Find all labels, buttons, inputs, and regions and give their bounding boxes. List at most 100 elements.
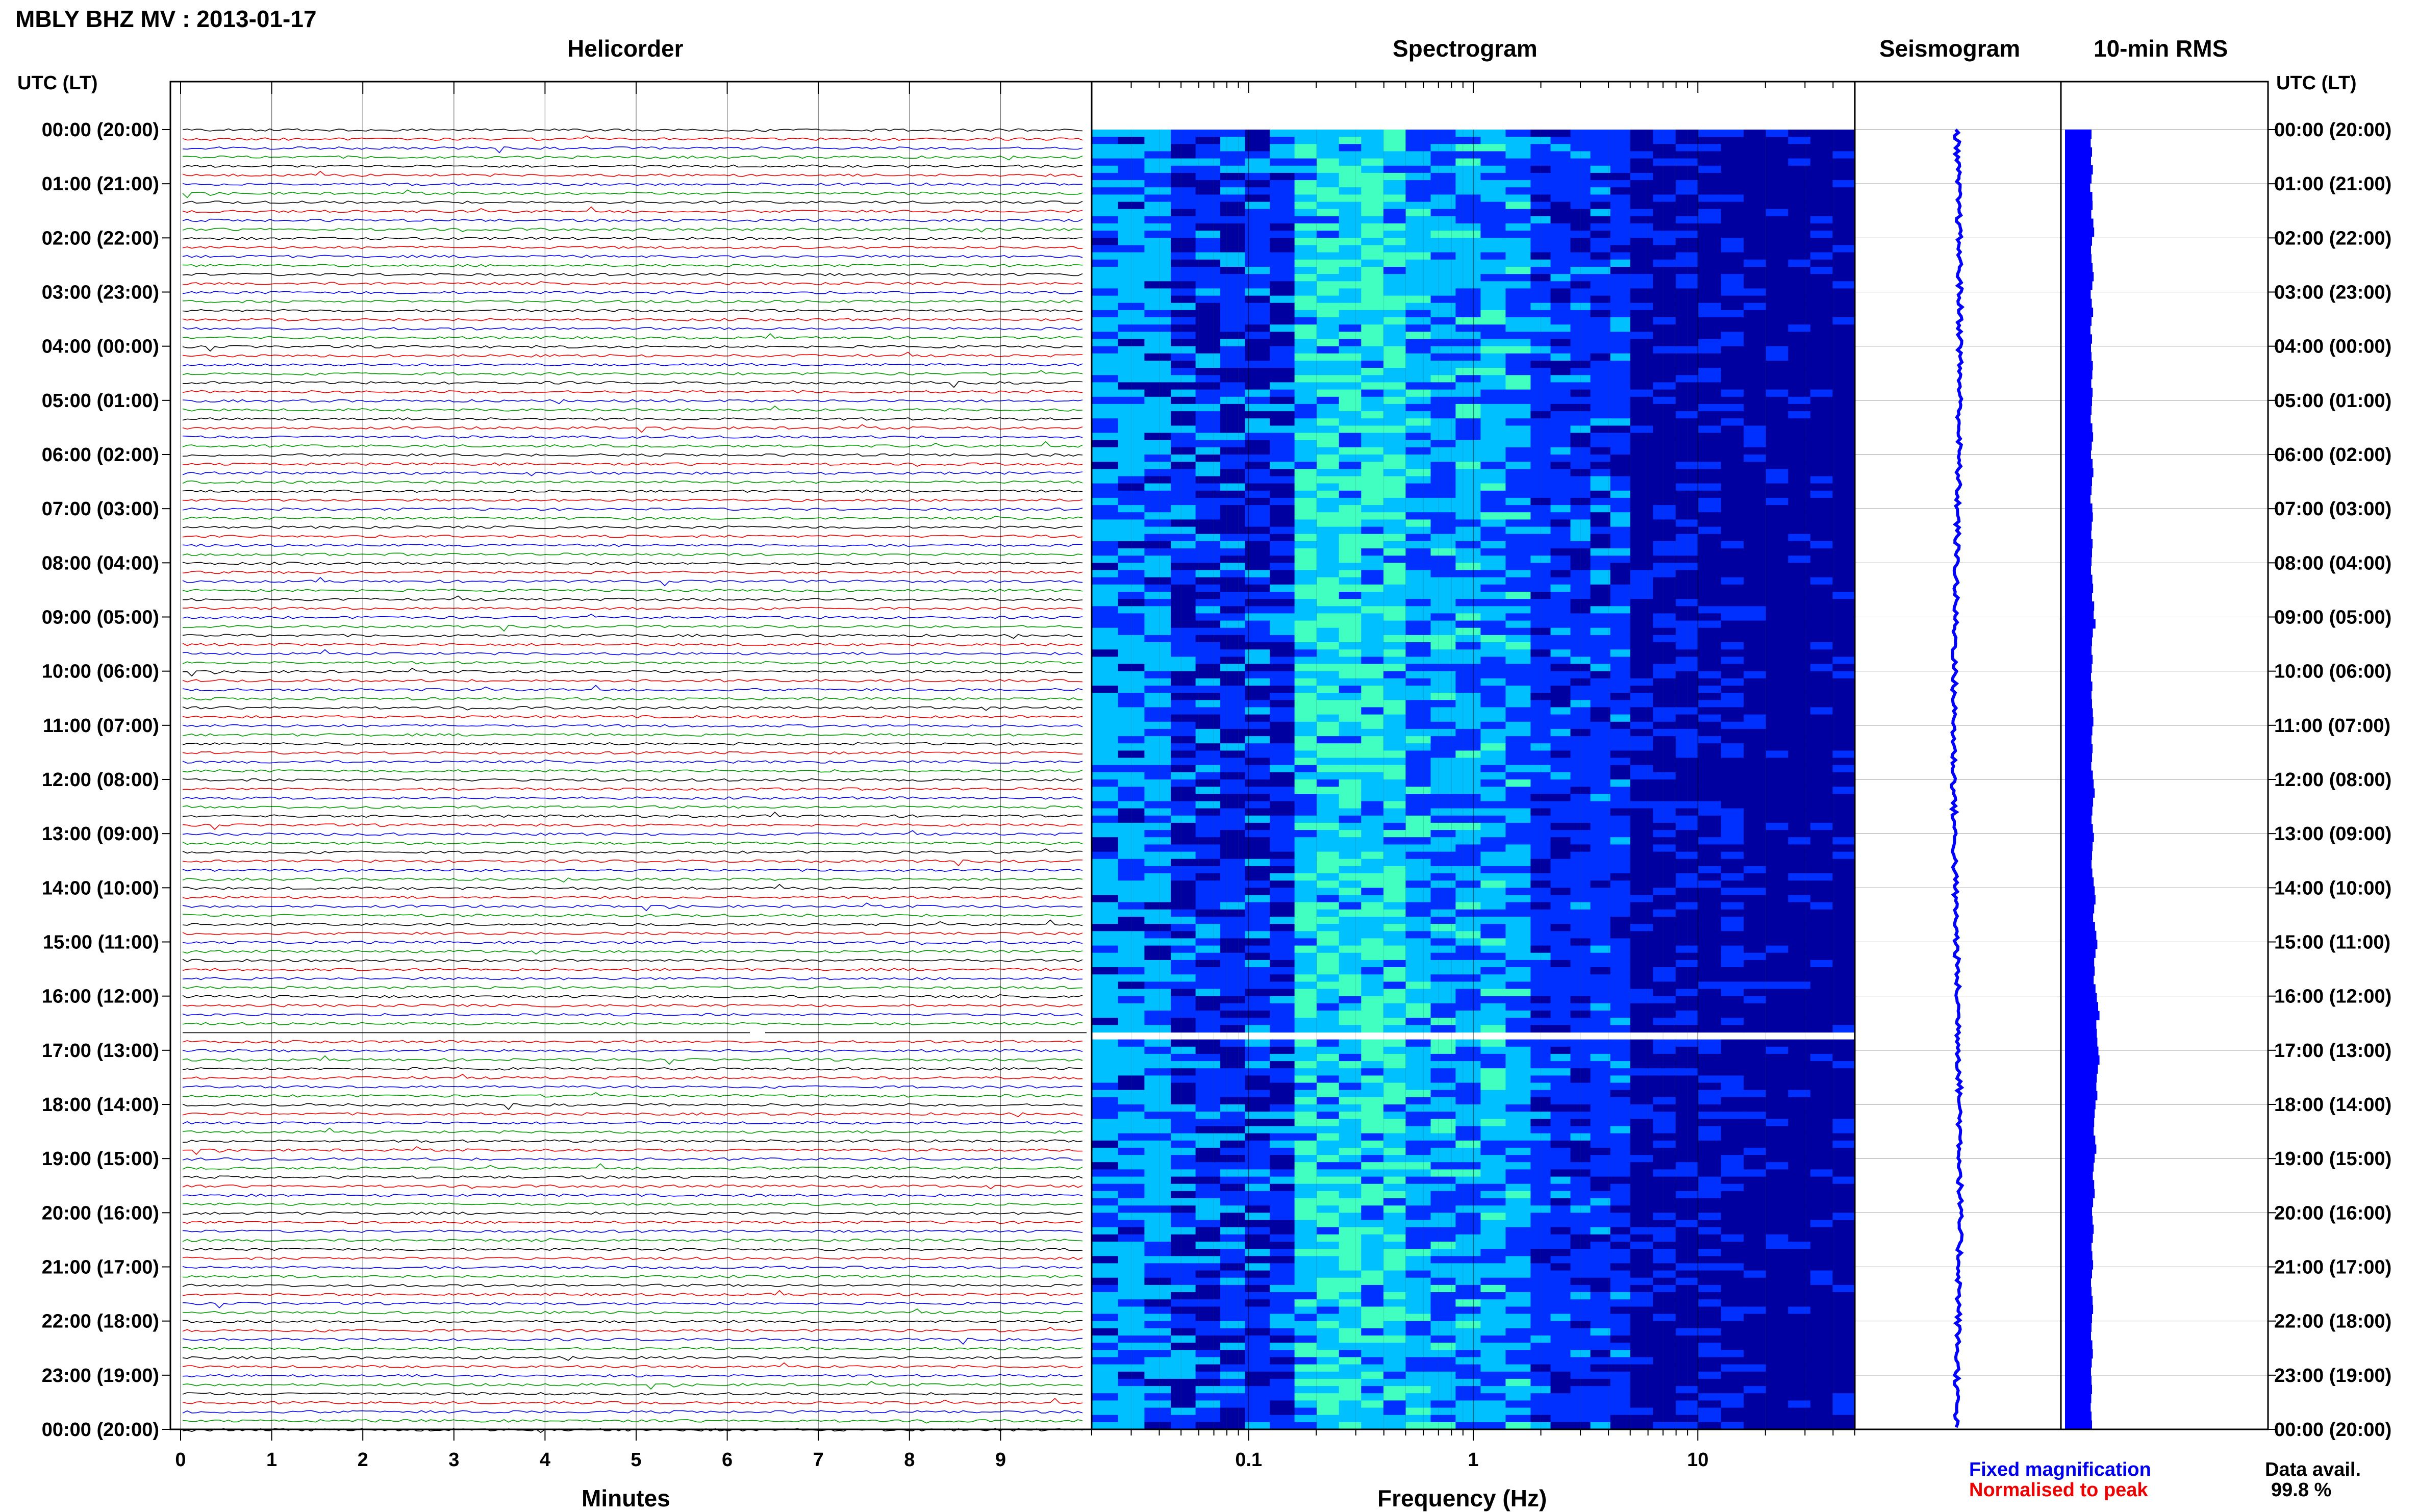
spectrogram-cell bbox=[1455, 728, 1481, 737]
spectrogram-cell bbox=[1630, 368, 1653, 375]
spectrogram-cell bbox=[1832, 635, 1855, 643]
spectrogram-cell bbox=[1195, 642, 1221, 650]
spectrogram-cell bbox=[1832, 859, 1855, 867]
spectrogram-cell bbox=[1766, 808, 1789, 816]
spectrogram-cell bbox=[1270, 252, 1295, 260]
spectrogram-cell bbox=[1610, 144, 1631, 152]
spectrogram-cell bbox=[1530, 1133, 1551, 1141]
spectrogram-cell bbox=[1590, 671, 1611, 679]
spectrogram-cell bbox=[1455, 130, 1481, 137]
spectrogram-cell bbox=[1675, 822, 1699, 830]
spectrogram-cell bbox=[1721, 801, 1744, 809]
spectrogram-cell bbox=[1339, 851, 1362, 860]
spectrogram-cell bbox=[1766, 165, 1789, 173]
spectrogram-cell bbox=[1550, 1061, 1571, 1069]
spectrogram-cell bbox=[1455, 259, 1481, 267]
spectrogram-cell bbox=[1832, 1011, 1855, 1018]
spectrogram-cell bbox=[1092, 1176, 1119, 1185]
spectrogram-cell bbox=[1195, 779, 1221, 787]
spectrogram-cell bbox=[1653, 1025, 1676, 1033]
spectrogram-cell bbox=[1610, 425, 1631, 434]
spectrogram-cell bbox=[1245, 649, 1270, 657]
spectrogram-cell bbox=[1294, 996, 1317, 1004]
spectrogram-cell bbox=[1550, 801, 1571, 809]
spectrogram-cell bbox=[1675, 295, 1699, 304]
spectrogram-cell bbox=[1766, 642, 1789, 650]
spectrogram-cell bbox=[1610, 945, 1631, 953]
spectrogram-cell bbox=[1430, 526, 1456, 535]
spectrogram-cell bbox=[1550, 822, 1571, 830]
spectrogram-cell bbox=[1144, 1082, 1171, 1091]
spectrogram-cell bbox=[1430, 895, 1456, 903]
spectrogram-cell bbox=[1383, 332, 1406, 340]
spectrogram-cell bbox=[1653, 635, 1676, 643]
spectrogram-cell bbox=[1550, 1147, 1571, 1155]
spectrogram-cell bbox=[1171, 880, 1196, 888]
spectrogram-cell bbox=[1550, 194, 1571, 203]
spectrogram-cell bbox=[1832, 642, 1855, 650]
spectrogram-cell bbox=[1744, 534, 1767, 542]
spectrogram-cell bbox=[1361, 635, 1384, 643]
spectrogram-cell bbox=[1339, 512, 1362, 520]
spectrogram-cell bbox=[1610, 433, 1631, 441]
spectrogram-cell bbox=[1810, 895, 1833, 903]
spectrogram-cell bbox=[1339, 671, 1362, 679]
spectrogram-cell bbox=[1118, 599, 1145, 607]
spectrogram-cell bbox=[1480, 389, 1506, 397]
spectrogram-cell bbox=[1721, 880, 1744, 888]
spectrogram-cell bbox=[1171, 1075, 1196, 1083]
spectrogram-cell bbox=[1294, 411, 1317, 419]
spectrogram-cell bbox=[1698, 469, 1722, 477]
spectrogram-cell bbox=[1570, 288, 1591, 296]
spectrogram-cell bbox=[1610, 801, 1631, 809]
spectrogram-cell bbox=[1383, 534, 1406, 542]
spectrogram-cell bbox=[1317, 584, 1340, 592]
spectrogram-cell bbox=[1430, 404, 1456, 412]
spectrogram-cell bbox=[1675, 599, 1699, 607]
spectrogram-cell bbox=[1294, 1018, 1317, 1025]
spectrogram-cell bbox=[1480, 1068, 1506, 1076]
spectrogram-cell bbox=[1810, 1018, 1833, 1025]
spectrogram-cell bbox=[1455, 548, 1481, 556]
spectrogram-cell bbox=[1570, 801, 1591, 809]
spectrogram-cell bbox=[1505, 1082, 1531, 1091]
spectrogram-cell bbox=[1505, 1140, 1531, 1148]
spectrogram-cell bbox=[1550, 563, 1571, 571]
spectrogram-cell bbox=[1766, 880, 1789, 888]
spectrogram-cell bbox=[1383, 346, 1406, 354]
spectrogram-cell bbox=[1092, 1068, 1119, 1076]
spectrogram-cell bbox=[1195, 281, 1221, 289]
spectrogram-cell bbox=[1339, 1155, 1362, 1163]
spectrogram-cell bbox=[1653, 728, 1676, 737]
spectrogram-cell bbox=[1339, 505, 1362, 513]
spectrogram-cell bbox=[1270, 1053, 1295, 1062]
spectrogram-cell bbox=[1675, 931, 1699, 939]
spectrogram-cell bbox=[1480, 642, 1506, 650]
spectrogram-cell bbox=[1610, 815, 1631, 823]
spectrogram-cell bbox=[1383, 1011, 1406, 1018]
spectrogram-cell bbox=[1744, 938, 1767, 946]
spectrogram-cell bbox=[1610, 902, 1631, 910]
spectrogram-cell bbox=[1405, 389, 1431, 397]
spectrogram-cell bbox=[1455, 750, 1481, 759]
spectrogram-cell bbox=[1530, 895, 1551, 903]
spectrogram-cell bbox=[1361, 1018, 1384, 1025]
spectrogram-cell bbox=[1171, 490, 1196, 498]
spectrogram-cell bbox=[1505, 556, 1531, 563]
spectrogram-cell bbox=[1480, 1075, 1506, 1083]
spectrogram-cell bbox=[1118, 216, 1145, 224]
spectrogram-cell bbox=[1171, 728, 1196, 737]
spectrogram-cell bbox=[1118, 440, 1145, 448]
spectrogram-cell bbox=[1245, 801, 1270, 809]
spectrogram-cell bbox=[1118, 1090, 1145, 1098]
spectrogram-cell bbox=[1317, 1183, 1340, 1192]
spectrogram-cell bbox=[1430, 1205, 1456, 1213]
spectrogram-cell bbox=[1744, 584, 1767, 592]
spectrogram-cell bbox=[1721, 526, 1744, 535]
spectrogram-cell bbox=[1339, 707, 1362, 715]
spectrogram-cell bbox=[1675, 490, 1699, 498]
spectrogram-cell bbox=[1270, 931, 1295, 939]
spectrogram-cell bbox=[1590, 396, 1611, 405]
spectrogram-cell bbox=[1092, 433, 1119, 441]
spectrogram-cell bbox=[1339, 815, 1362, 823]
